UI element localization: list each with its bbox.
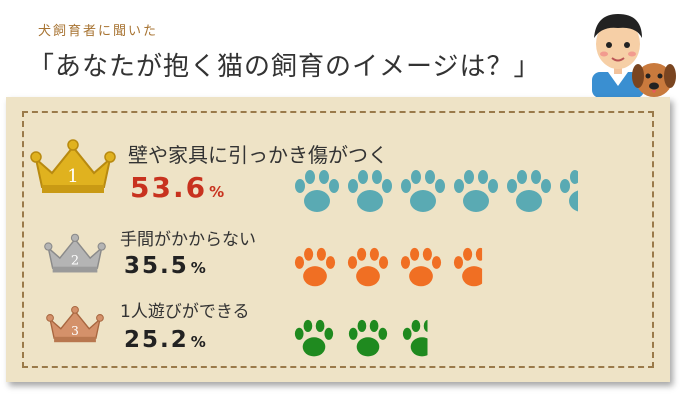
- paw-mark: [294, 247, 336, 287]
- value-number-3: 25.2: [124, 327, 189, 353]
- value-number-2: 35.5: [124, 253, 189, 279]
- man-with-dog-icon: [592, 14, 676, 98]
- paw-mark: [294, 319, 334, 357]
- silver-crown-icon: 2: [44, 233, 106, 273]
- subtitle: 犬飼育者に聞いた: [38, 24, 159, 39]
- paw-mark: [401, 170, 445, 212]
- paw-mark: [454, 170, 498, 212]
- paw-bar-3: [294, 319, 428, 357]
- answer-label-1: 壁や家具に引っかき傷がつく: [128, 143, 388, 167]
- paw-mark: [348, 319, 388, 357]
- paw-mark: [453, 247, 483, 287]
- answer-value-3: 25.2%: [124, 327, 206, 353]
- paw-bar-2: [294, 247, 483, 287]
- paw-mark: [348, 170, 392, 212]
- answer-label-3: 1人遊びができる: [120, 302, 250, 322]
- answer-label-2: 手間がかからない: [120, 230, 256, 250]
- dashed-frame: [22, 111, 654, 368]
- gold-crown-icon: 1: [30, 139, 116, 193]
- value-number-1: 53.6: [130, 171, 208, 204]
- percent-sign-3: %: [190, 333, 206, 351]
- percent-sign-1: %: [209, 183, 225, 201]
- percent-sign-2: %: [190, 259, 206, 277]
- paw-mark: [507, 170, 551, 212]
- paw-bar-1: [295, 170, 578, 212]
- paw-mark: [347, 247, 389, 287]
- rank-number-2: 2: [71, 254, 79, 269]
- paw-mark: [295, 170, 339, 212]
- paw-mark: [560, 170, 578, 212]
- bronze-crown-icon: 3: [46, 305, 104, 343]
- paw-mark: [402, 319, 428, 357]
- rank-number-3: 3: [71, 324, 79, 338]
- answer-value-2: 35.5%: [124, 253, 206, 279]
- rank-number-1: 1: [67, 166, 78, 187]
- page-title: 「あなたが抱く猫の飼育のイメージは？」: [28, 52, 541, 82]
- paw-mark: [400, 247, 442, 287]
- answer-value-1: 53.6%: [130, 171, 224, 204]
- ranking-board: 1 壁や家具に引っかき傷がつく 53.6% 2 手間がかからない 35.5%: [6, 97, 670, 382]
